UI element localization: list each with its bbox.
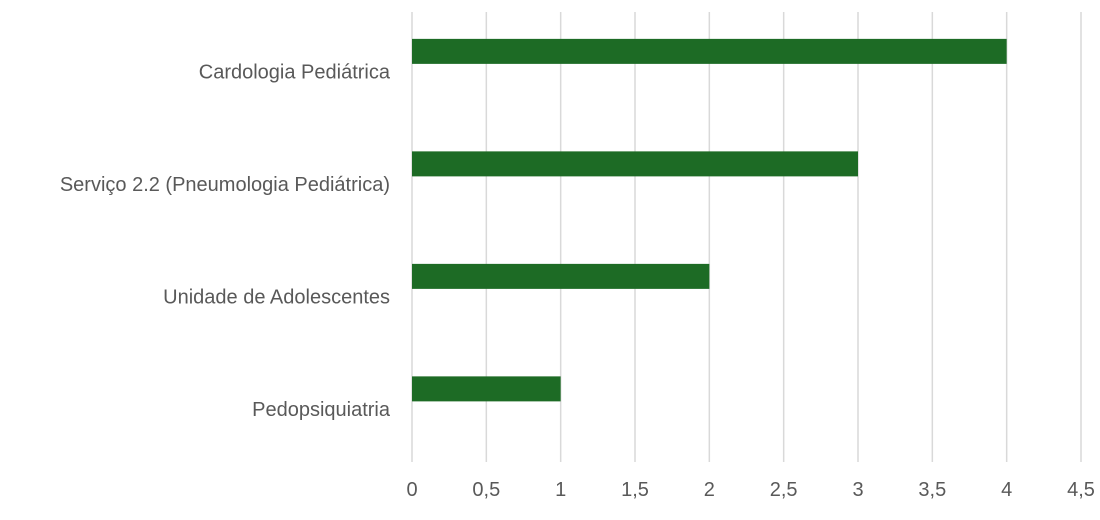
bar <box>412 376 561 402</box>
bar <box>412 151 858 177</box>
category-labels: Cardologia Pediátrica Serviço 2.2 (Pneumo… <box>60 61 391 421</box>
category-label: Cardologia Pediátrica <box>199 61 391 83</box>
x-tick-label: 3 <box>852 479 863 501</box>
category-label: Unidade de Adolescentes <box>163 286 390 308</box>
x-tick-label: 2 <box>704 479 715 501</box>
bar-layer <box>412 38 1007 402</box>
x-tick-label: 0,5 <box>472 479 500 501</box>
category-label: Pedopsiquiatria <box>252 399 391 421</box>
grid-layer <box>411 12 1082 462</box>
category-label: Serviço 2.2 (Pneumologia Pediátrica) <box>60 174 390 196</box>
x-tick-labels: 0 0,5 1 1,5 2 2,5 3 3,5 4 4,5 <box>406 479 1094 501</box>
bar <box>412 263 710 289</box>
x-tick-label: 1,5 <box>621 479 649 501</box>
x-tick-label: 4,5 <box>1067 479 1095 501</box>
bar <box>412 38 1007 64</box>
x-tick-label: 1 <box>555 479 566 501</box>
x-tick-label: 4 <box>1001 479 1012 501</box>
x-tick-label: 2,5 <box>770 479 798 501</box>
x-tick-label: 3,5 <box>918 479 946 501</box>
x-tick-label: 0 <box>406 479 417 501</box>
